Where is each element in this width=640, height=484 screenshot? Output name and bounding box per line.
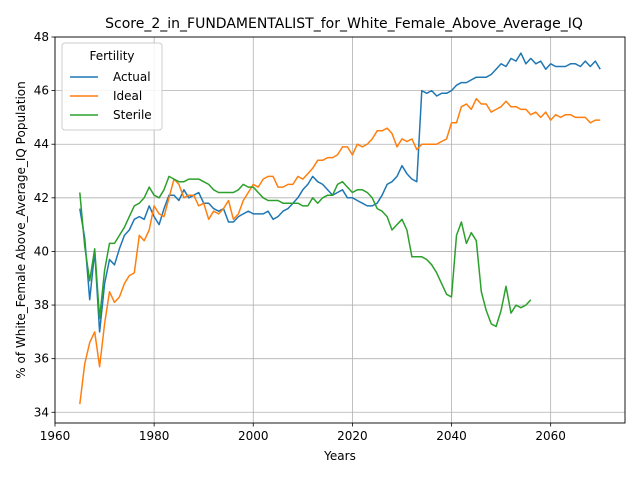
x-tick-label: 2040 <box>436 429 467 443</box>
chart-title: Score_2_in_FUNDAMENTALIST_for_White_Fema… <box>105 16 583 32</box>
y-tick-label: 44 <box>34 137 49 151</box>
y-tick-label: 48 <box>34 30 49 44</box>
x-tick-label: 2060 <box>535 429 566 443</box>
legend-label-actual: Actual <box>113 70 151 84</box>
legend: Fertility Actual Ideal Sterile <box>61 42 163 131</box>
axis-ticks: 1960 1980 2000 2020 2040 2060 34 36 38 40 42 44 46 48 <box>34 30 566 443</box>
series-line-ideal <box>79 97 601 405</box>
x-tick-label: 2020 <box>337 429 368 443</box>
plot-frame <box>54 36 626 424</box>
y-axis-label: % of White_Female Above_Average_IQ Popul… <box>14 81 28 378</box>
series-line-actual <box>79 52 601 333</box>
series-lines <box>79 52 601 405</box>
y-tick-label: 40 <box>34 244 49 258</box>
y-tick-label: 42 <box>34 191 49 205</box>
y-tick-label: 38 <box>34 298 49 312</box>
y-tick-label: 34 <box>34 405 49 419</box>
legend-label-ideal: Ideal <box>113 89 142 103</box>
y-tick-label: 46 <box>34 84 49 98</box>
x-tick-label: 1980 <box>139 429 170 443</box>
series-line-sterile <box>79 175 532 328</box>
x-tick-label: 1960 <box>40 429 71 443</box>
legend-box <box>61 42 163 131</box>
legend-items: Actual Ideal Sterile <box>70 70 152 122</box>
x-axis-label: Years <box>323 449 356 463</box>
y-tick-label: 36 <box>34 352 49 366</box>
legend-label-sterile: Sterile <box>113 108 152 122</box>
x-tick-label: 2000 <box>238 429 269 443</box>
legend-title: Fertility <box>89 49 134 63</box>
